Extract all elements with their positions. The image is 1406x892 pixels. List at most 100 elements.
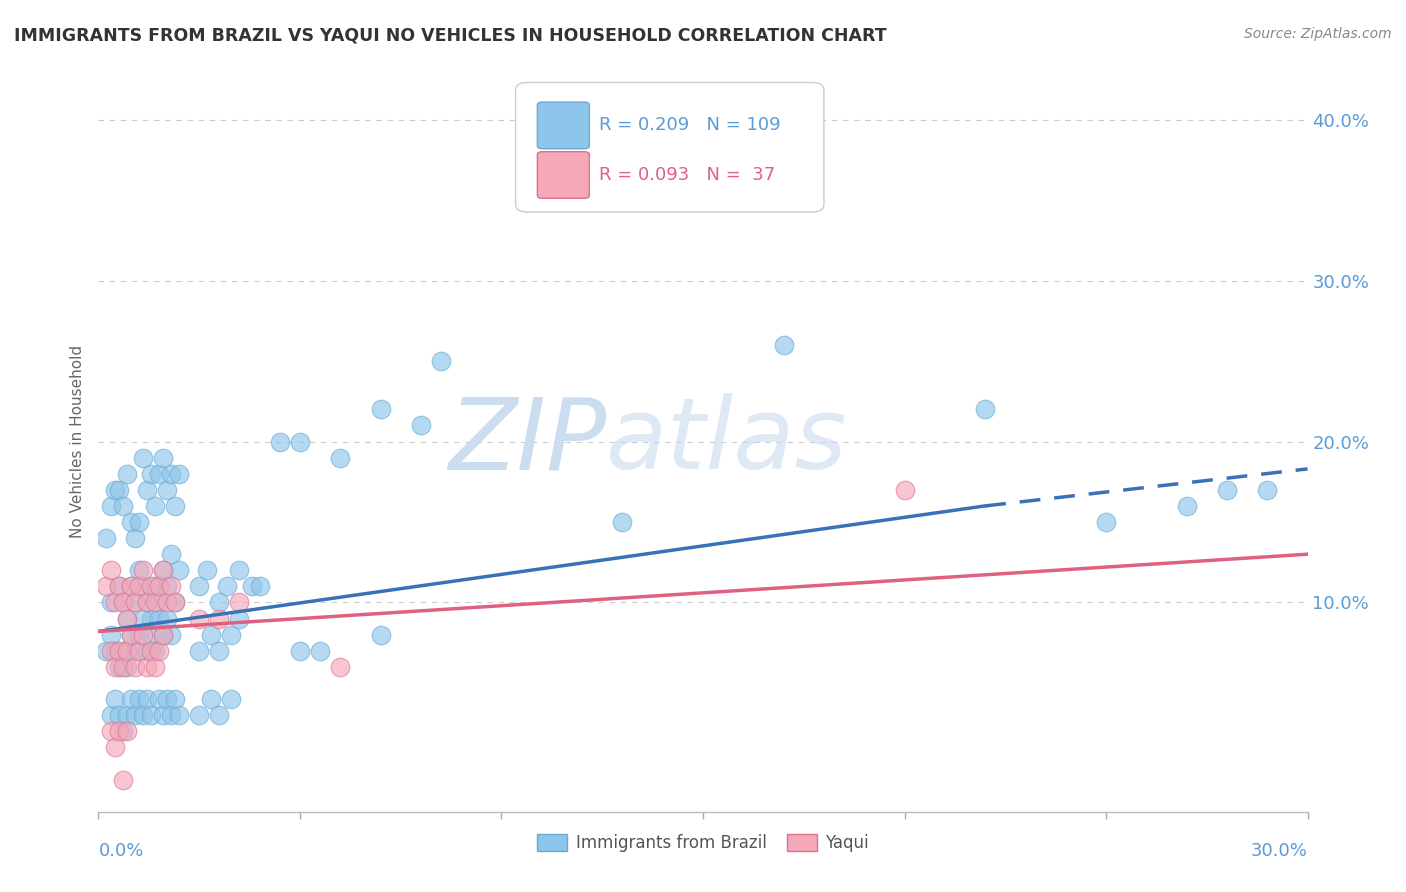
Point (132, 563, 155, 577)
Text: R = 0.209   N = 109: R = 0.209 N = 109 (599, 117, 780, 135)
Text: IMMIGRANTS FROM BRAZIL VS YAQUI NO VEHICLES IN HOUSEHOLD CORRELATION CHART: IMMIGRANTS FROM BRAZIL VS YAQUI NO VEHIC… (14, 27, 887, 45)
Point (100, 724, 122, 739)
Point (163, 692, 186, 706)
Point (1095, 515, 1118, 529)
Point (228, 595, 250, 609)
Point (148, 644, 170, 658)
Legend: Immigrants from Brazil, Yaqui: Immigrants from Brazil, Yaqui (530, 828, 876, 859)
Point (100, 563, 122, 577)
Point (115, 724, 138, 739)
Point (288, 434, 311, 449)
Text: R = 0.093   N =  37: R = 0.093 N = 37 (599, 166, 775, 184)
Text: ZIP: ZIP (449, 393, 606, 490)
Text: 30.0%: 30.0% (1251, 842, 1308, 860)
Point (128, 628, 150, 642)
Text: Source: ZipAtlas.com: Source: ZipAtlas.com (1244, 27, 1392, 41)
Point (139, 467, 162, 481)
Point (160, 467, 183, 481)
Point (143, 595, 166, 609)
Point (120, 628, 142, 642)
Point (103, 595, 125, 609)
Point (103, 483, 125, 497)
Point (370, 628, 392, 642)
Point (111, 499, 134, 513)
Point (111, 595, 134, 609)
Point (115, 644, 138, 658)
Point (135, 595, 157, 609)
Point (148, 467, 170, 481)
Point (188, 579, 211, 593)
Point (163, 499, 186, 513)
Point (128, 563, 150, 577)
Point (139, 579, 162, 593)
Point (128, 515, 150, 529)
Point (221, 692, 243, 706)
Point (100, 628, 122, 642)
Point (135, 644, 157, 658)
Point (115, 660, 138, 674)
Point (163, 595, 186, 609)
Point (208, 708, 231, 723)
Point (103, 740, 125, 755)
Point (132, 628, 155, 642)
Point (208, 644, 231, 658)
Point (249, 579, 271, 593)
Point (148, 579, 170, 593)
Point (152, 563, 174, 577)
Point (200, 628, 222, 642)
Y-axis label: No Vehicles in Household: No Vehicles in Household (70, 345, 86, 538)
Point (309, 644, 332, 658)
Point (100, 644, 122, 658)
Point (430, 354, 453, 368)
Point (893, 483, 915, 497)
Point (120, 692, 142, 706)
Point (100, 595, 122, 609)
Point (152, 563, 174, 577)
Point (103, 660, 125, 674)
Point (612, 515, 634, 529)
Point (107, 660, 129, 674)
Point (100, 499, 122, 513)
Point (139, 611, 162, 625)
Point (115, 467, 138, 481)
Point (115, 708, 138, 723)
Point (124, 708, 146, 723)
Point (269, 434, 291, 449)
Point (156, 579, 179, 593)
Point (132, 611, 155, 625)
Point (107, 579, 129, 593)
Point (143, 499, 166, 513)
Point (156, 483, 179, 497)
Text: atlas: atlas (606, 393, 848, 490)
Point (160, 708, 183, 723)
Point (107, 644, 129, 658)
Point (160, 579, 183, 593)
Point (100, 708, 122, 723)
Point (167, 563, 190, 577)
Point (132, 708, 155, 723)
Point (124, 595, 146, 609)
Point (163, 595, 186, 609)
Point (135, 692, 157, 706)
Point (135, 483, 157, 497)
Point (974, 402, 997, 417)
Point (124, 531, 146, 545)
Point (111, 724, 134, 739)
Point (148, 595, 170, 609)
Point (96, 644, 118, 658)
Point (120, 579, 142, 593)
Point (1175, 499, 1198, 513)
Point (188, 708, 211, 723)
Point (200, 692, 222, 706)
Point (152, 628, 174, 642)
Point (409, 418, 432, 433)
Point (139, 644, 162, 658)
FancyBboxPatch shape (537, 152, 589, 198)
Point (111, 660, 134, 674)
Point (139, 708, 162, 723)
Point (124, 644, 146, 658)
Point (329, 660, 352, 674)
FancyBboxPatch shape (537, 102, 589, 149)
Point (208, 595, 231, 609)
Point (148, 611, 170, 625)
